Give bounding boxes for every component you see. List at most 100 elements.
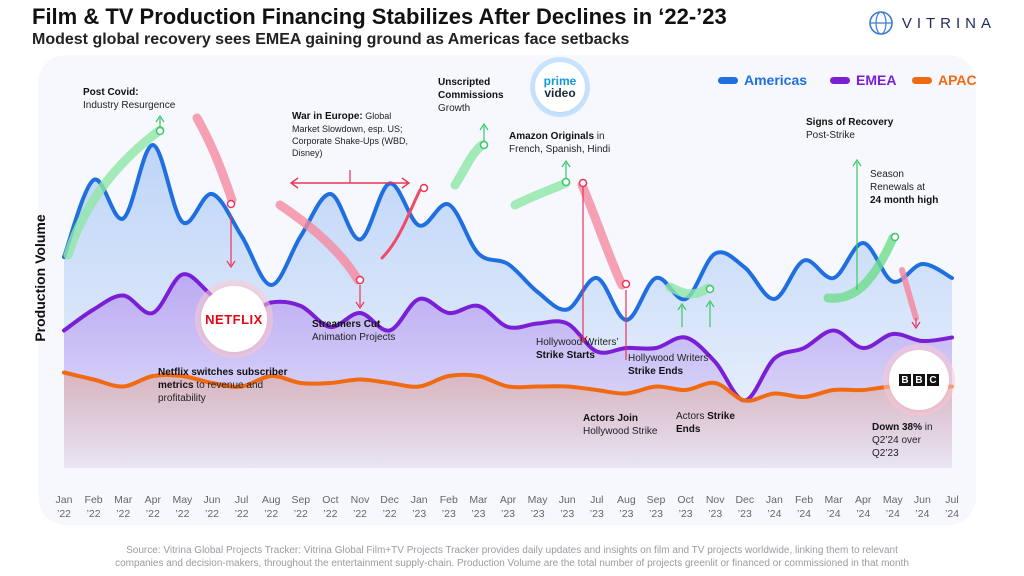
x-tick-year: ’23: [442, 508, 456, 520]
x-tick-month: Apr: [145, 494, 162, 506]
globe-icon: [869, 11, 893, 35]
x-tick-year: ’22: [146, 508, 160, 520]
x-tick-month: Jan: [56, 494, 73, 506]
x-tick-month: May: [883, 494, 904, 506]
annotation-bold: Amazon Originals: [509, 131, 595, 142]
x-tick-year: ’24: [797, 508, 811, 520]
bbc-logo: B B C: [889, 350, 949, 410]
annotation-bold: Commissions: [438, 90, 504, 101]
source-line: Source: Vitrina Global Projects Tracker:…: [126, 545, 898, 556]
x-tick-year: ’23: [501, 508, 515, 520]
x-tick-month: Mar: [825, 494, 844, 506]
x-tick-year: ’23: [560, 508, 574, 520]
x-tick-month: Jun: [914, 494, 931, 506]
legend-label: APAC: [938, 72, 977, 88]
x-tick-month: Mar: [114, 494, 133, 506]
annotation-unscripted: Unscripted Commissions Growth: [438, 76, 504, 115]
x-tick-month: Feb: [440, 494, 458, 506]
annotation-text: Global: [365, 111, 392, 121]
annotation-text: Actors: [676, 411, 708, 422]
legend-item-emea: EMEA: [830, 72, 896, 88]
source-line: companies and decision-makers, throughou…: [115, 558, 909, 569]
series-area-apac: [64, 372, 952, 468]
x-tick-year: ’22: [264, 508, 278, 520]
legend-label: Americas: [744, 72, 808, 88]
annotation-bbc-down: Down 38% in Q2’24 over Q2’23: [872, 421, 933, 460]
x-tick-month: Oct: [677, 494, 693, 506]
x-tick-month: Feb: [85, 494, 103, 506]
legend-item-apac: APAC: [912, 72, 977, 88]
netflix-wordmark: NETFLIX: [205, 311, 263, 327]
annotation-actors-join: Actors Join Hollywood Strike: [583, 412, 657, 438]
brand-logo: VITRINA: [868, 10, 996, 36]
annotation-text: Post-Strike: [806, 130, 855, 141]
trend-annotation-strokes: [63, 113, 921, 360]
x-tick-year: ’24: [767, 508, 781, 520]
annotation-bold: Unscripted: [438, 77, 491, 88]
x-tick-year: ’23: [471, 508, 485, 520]
x-tick-year: ’22: [294, 508, 308, 520]
brand-name: VITRINA: [901, 14, 996, 32]
annotation-text: Growth: [438, 103, 471, 114]
x-tick-month: Nov: [706, 494, 725, 506]
annotation-text: Market Slowdown, esp. US;: [292, 124, 403, 134]
x-tick-year: ’23: [412, 508, 426, 520]
x-tick-month: May: [172, 494, 193, 506]
x-tick-month: Mar: [469, 494, 488, 506]
x-tick-month: Jul: [590, 494, 603, 506]
annotation-text: profitability: [158, 393, 206, 404]
x-tick-year: ’22: [175, 508, 189, 520]
annotation-writers-start: Hollywood Writers’ Strike Starts: [536, 336, 619, 362]
annotation-bold: War in Europe:: [292, 111, 363, 122]
annotation-text: in: [922, 422, 933, 433]
prime-video-logo: prime video: [535, 62, 585, 112]
annotation-text: Season: [870, 169, 904, 180]
annotation-netflix-metrics: Netflix switches subscriber metrics to r…: [158, 366, 288, 405]
annotation-text: Hollywood Writers’: [628, 353, 711, 364]
x-tick-year: ’23: [738, 508, 752, 520]
x-tick-month: Jan: [411, 494, 428, 506]
legend-label: EMEA: [856, 72, 897, 88]
annotation-war-europe: War in Europe: Global Market Slowdown, e…: [292, 110, 408, 159]
x-tick-year: ’24: [856, 508, 870, 520]
annotation-text: Hollywood Strike: [583, 426, 658, 437]
x-tick-year: ’24: [945, 508, 959, 520]
x-tick-year: ’22: [57, 508, 71, 520]
annotation-text: Animation Projects: [312, 332, 396, 343]
series-line-americas: [62, 143, 954, 323]
x-tick-year: ’22: [235, 508, 249, 520]
prime-wordmark: prime: [543, 74, 577, 88]
annotation-text: Q2’24 over: [872, 435, 921, 446]
annotation-bold: Ends: [676, 424, 701, 435]
x-tick-month: Dec: [380, 494, 399, 506]
bbc-letter: C: [927, 374, 939, 386]
x-tick-month: Jul: [235, 494, 248, 506]
annotation-amazon: Amazon Originals in French, Spanish, Hin…: [509, 130, 610, 156]
annotation-text: Corporate Shake-Ups (WBD,: [292, 136, 409, 146]
x-tick-year: ’23: [708, 508, 722, 520]
legend-swatch: [830, 76, 850, 84]
legend-item-americas: Americas: [718, 72, 807, 88]
annotation-bold: 24 month high: [870, 195, 939, 206]
annotation-text: Renewals at: [870, 182, 926, 193]
x-tick-year: ’22: [353, 508, 367, 520]
annotation-recovery: Signs of Recovery Post-Strike: [806, 116, 893, 142]
x-tick-month: Apr: [500, 494, 517, 506]
x-tick-month: Jun: [204, 494, 221, 506]
annotation-bold: Actors Join: [583, 413, 639, 424]
annotation-text: to revenue and: [193, 380, 264, 391]
x-tick-month: Jun: [559, 494, 576, 506]
annotation-text: in: [594, 131, 605, 142]
x-tick-month: Aug: [262, 494, 281, 506]
bbc-letter: B: [899, 374, 911, 386]
x-tick-month: Sep: [647, 494, 666, 506]
annotation-bold: Strike Starts: [536, 350, 595, 361]
x-tick-year: ’23: [679, 508, 693, 520]
x-tick-month: Nov: [351, 494, 370, 506]
x-tick-month: Feb: [795, 494, 813, 506]
annotation-text: Q2’23: [872, 448, 899, 459]
annotation-bold: Strike: [707, 411, 735, 422]
annotation-text: French, Spanish, Hindi: [509, 144, 611, 155]
x-tick-year: ’22: [383, 508, 397, 520]
